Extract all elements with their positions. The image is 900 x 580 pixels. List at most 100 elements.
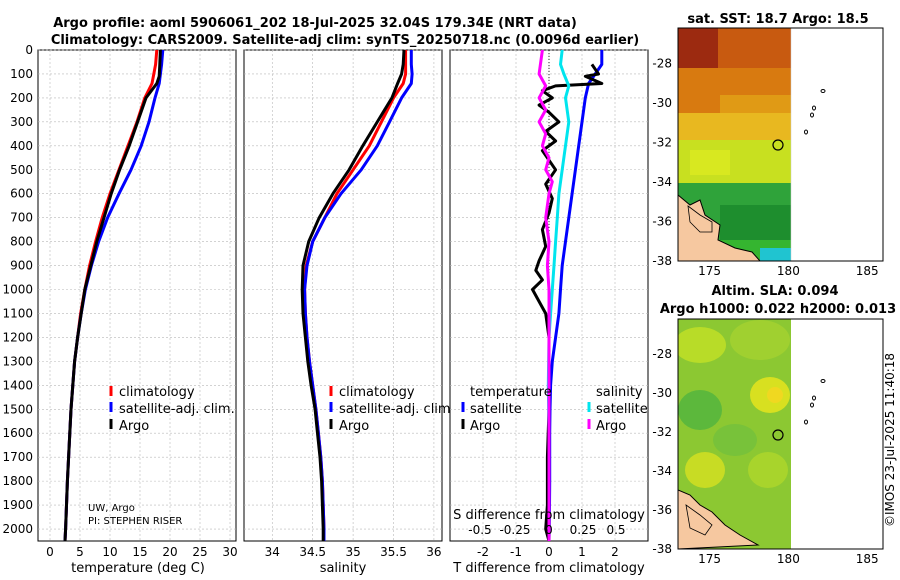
x-tick-label: 35.5	[380, 545, 407, 559]
figure-title-line1: Argo profile: aoml 5906061_202 18-Jul-20…	[53, 16, 577, 31]
s-diff-tick: 0	[545, 523, 553, 537]
depth-tick-label: 1300	[2, 354, 33, 368]
salinity-grid	[244, 49, 442, 541]
depth-tick-label: 400	[10, 139, 33, 153]
sla-map-title-line1: Altim. SLA: 0.094	[712, 284, 839, 299]
x-tick-label: -2	[477, 545, 489, 559]
legend-label-argo: Argo	[339, 419, 369, 434]
sla-map-frame	[677, 318, 884, 550]
x-tick-label: 0	[545, 545, 553, 559]
legend-label-t-argo: Argo	[470, 419, 500, 434]
latitude-tick-label: -30	[652, 96, 672, 110]
x-tick-label: 15	[132, 545, 147, 559]
difference-panel: -2 -1 0 1 2 T difference from climatology S …	[449, 49, 649, 576]
x-tick-label: 30	[222, 545, 237, 559]
temperature-legend: climatology satellite-adj. clim. Argo	[109, 385, 235, 434]
latitude-tick-label: -32	[652, 136, 672, 150]
x-tick-label: 5	[76, 545, 84, 559]
t-difference-xlabel: T difference from climatology	[452, 561, 645, 576]
depth-tick-labels: 0 100 200 300 400 500 600 700 800 900 1000 1100 1200…	[2, 43, 33, 536]
latitude-tick-label: -28	[652, 57, 672, 71]
s-diff-tick: 0.5	[606, 523, 625, 537]
salinity-panel: 34 34.5 35 35.5 36 salinity climatology sate…	[243, 49, 455, 576]
depth-tick-label: 1100	[2, 306, 33, 320]
latitude-tick-label: -28	[652, 347, 672, 361]
longitude-tick-label: 175	[698, 552, 721, 566]
x-tick-label: -1	[510, 545, 522, 559]
figure-title-line2: Climatology: CARS2009. Satellite-adj cli…	[51, 33, 639, 48]
x-tick-label: 20	[162, 545, 177, 559]
sst-map-tick-labels: 175 180 185 -28 -30 -32 -34 -36 -38	[652, 57, 878, 278]
legend-label-climatology: climatology	[119, 385, 195, 400]
latitude-tick-label: -36	[652, 503, 672, 517]
salinity-profiles	[300, 50, 414, 541]
x-tick-label: 35	[345, 545, 360, 559]
legend-label-t-satellite: satellite	[470, 402, 522, 417]
longitude-tick-label: 185	[856, 552, 879, 566]
latitude-tick-label: -38	[652, 542, 672, 556]
depth-tick-label: 200	[10, 91, 33, 105]
sla-field	[678, 319, 791, 549]
s-diff-tick: 0.25	[570, 523, 597, 537]
series-line-argo	[300, 50, 406, 541]
x-tick-label: 34	[265, 545, 280, 559]
x-tick-label: 1	[578, 545, 586, 559]
salinity-axes-frame	[243, 49, 443, 542]
depth-tick-label: 1700	[2, 450, 33, 464]
argo-float-location-marker	[772, 429, 784, 441]
depth-tick-label: 1800	[2, 474, 33, 488]
depth-tick-label: 1900	[2, 498, 33, 512]
x-tick-label: 34.5	[299, 545, 326, 559]
series-line-salinity-argo	[537, 50, 554, 541]
legend-label-s-satellite: satellite	[596, 402, 648, 417]
legend-label-s-argo: Argo	[596, 419, 626, 434]
legend-title-salinity: salinity	[596, 385, 643, 400]
legend-title-temperature: temperature	[470, 385, 552, 400]
sst-map-frame	[677, 27, 884, 262]
credit-line2: PI: STEPHEN RISER	[88, 516, 182, 527]
longitude-tick-label: 180	[777, 264, 800, 278]
salinity-legend: climatology satellite-adj. clim. Argo	[329, 385, 455, 434]
depth-tick-label: 1500	[2, 402, 33, 416]
depth-tick-label: 1000	[2, 283, 33, 297]
islands	[804, 379, 826, 425]
depth-tick-label: 900	[10, 259, 33, 273]
x-tick-label: 10	[102, 545, 117, 559]
latitude-tick-label: -34	[652, 464, 672, 478]
x-tick-label: 36	[426, 545, 441, 559]
sst-map-panel: sat. SST: 18.7 Argo: 18.5 175 1	[652, 12, 884, 278]
sla-map-tick-labels: 175 180 185 -28 -30 -32 -34 -36 -38	[652, 347, 878, 566]
sla-map-title-line2: Argo h1000: 0.022 h2000: 0.013	[660, 302, 896, 317]
legend-label-satellite: satellite-adj. clim.	[339, 402, 455, 417]
s-difference-tick-labels: -0.5 -0.25 0 0.25 0.5	[468, 523, 625, 537]
credit-line1: UW, Argo	[88, 503, 135, 514]
temperature-axes-frame	[37, 49, 237, 542]
legend-label-argo: Argo	[119, 419, 149, 434]
depth-tick-label: 100	[10, 67, 33, 81]
sla-map-panel: Altim. SLA: 0.094 Argo h1000: 0.022 h200…	[652, 284, 896, 566]
depth-tick-label: 1600	[2, 426, 33, 440]
depth-tick-label: 1400	[2, 378, 33, 392]
latitude-tick-label: -30	[652, 386, 672, 400]
argo-float-location-marker	[772, 139, 784, 151]
salinity-xlabel: salinity	[320, 561, 367, 576]
depth-tick-label: 500	[10, 163, 33, 177]
x-tick-label: 25	[192, 545, 207, 559]
sst-field	[678, 28, 791, 261]
s-diff-tick: -0.25	[499, 523, 530, 537]
salinity-tick-labels: 34 34.5 35 35.5 36	[265, 545, 442, 559]
latitude-tick-label: -36	[652, 215, 672, 229]
depth-tick-label: 700	[10, 211, 33, 225]
t-difference-tick-labels: -2 -1 0 1 2	[477, 545, 619, 559]
difference-legend: temperature satellite Argo salinity sate…	[461, 385, 648, 434]
imos-watermark: ©IMOS 23-Jul-2025 11:40:18	[883, 353, 897, 527]
islands	[804, 89, 826, 135]
series-line-argo	[63, 50, 162, 541]
depth-tick-label: 2000	[2, 522, 33, 536]
x-tick-label: 0	[46, 545, 54, 559]
temperature-xlabel: temperature (deg C)	[71, 561, 205, 576]
latitude-tick-label: -34	[652, 175, 672, 189]
depth-tick-label: 600	[10, 187, 33, 201]
legend-label-climatology: climatology	[339, 385, 415, 400]
